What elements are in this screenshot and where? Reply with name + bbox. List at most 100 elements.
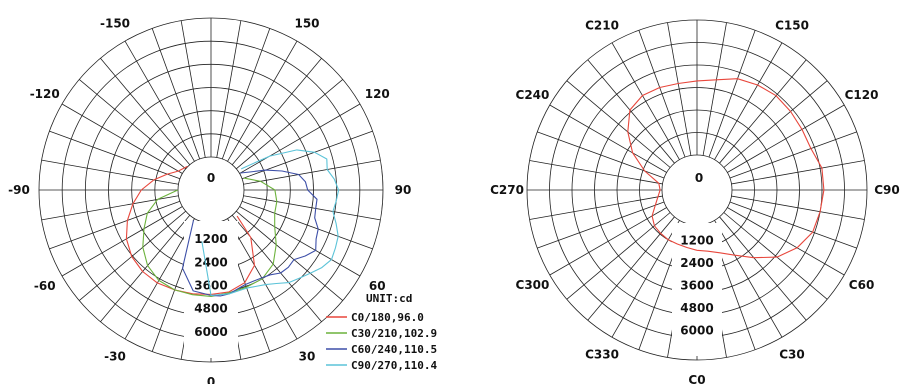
angle-label: C210	[585, 18, 619, 32]
radial-tick-label: 2400	[680, 256, 713, 270]
grid-spoke	[241, 130, 373, 180]
legend-entry: C60/240,110.5	[351, 343, 437, 356]
radial-tick-label: 4800	[194, 302, 227, 316]
grid-spoke	[537, 201, 665, 249]
radial-tick-label: 2400	[194, 255, 227, 269]
grid-spoke	[100, 57, 191, 165]
series-line	[627, 78, 825, 259]
radial-tick-label: 1200	[194, 232, 227, 246]
angle-label: 120	[365, 87, 390, 101]
grid-spoke	[61, 103, 183, 174]
grid-spoke	[714, 42, 783, 160]
radial-tick-label: 6000	[194, 325, 227, 339]
grid-spoke	[180, 20, 206, 158]
grid-spoke	[537, 131, 665, 179]
series-line	[142, 177, 278, 297]
grid-spoke	[231, 57, 322, 165]
angle-label: -30	[104, 349, 126, 363]
radial-tick-label: 0	[207, 171, 215, 185]
grid-spoke	[708, 30, 756, 158]
grid-spoke	[49, 130, 181, 180]
angle-label: C0	[688, 373, 705, 384]
grid-spoke	[611, 42, 680, 160]
grid-spoke	[723, 80, 828, 168]
grid-spoke	[236, 79, 344, 170]
grid-spoke	[221, 28, 271, 160]
grid-spoke	[731, 195, 865, 220]
grid-spoke	[124, 40, 195, 162]
grid-spoke	[78, 79, 186, 170]
polar-chart-left: 0 1200 2400 3600 4800 6000 0 30 60 90 120 150 -30 -60…	[8, 17, 411, 384]
grid-spoke	[78, 210, 186, 301]
series-line	[201, 149, 340, 296]
grid-spoke	[227, 40, 298, 162]
grid-spoke	[566, 80, 671, 168]
grid-spoke	[41, 159, 179, 185]
grid-spoke	[702, 22, 727, 156]
grid-circle	[177, 156, 245, 224]
radial-tick-label: 4800	[680, 301, 713, 315]
grid-spoke	[719, 216, 807, 321]
legend-entry: C30/210,102.9	[351, 327, 437, 340]
legend-entry: C0/180,96.0	[351, 311, 424, 324]
grid-spoke	[723, 212, 828, 300]
angle-label: -90	[8, 183, 30, 197]
grid-spoke	[719, 59, 807, 164]
grid-spoke	[41, 195, 179, 221]
grid-spoke	[727, 104, 845, 173]
angle-label: C330	[585, 348, 619, 362]
angle-label: C120	[845, 88, 879, 102]
legend-entry: C90/270,110.4	[351, 359, 437, 372]
angle-label: 90	[395, 183, 412, 197]
grid-spoke	[216, 20, 242, 158]
radial-tick-label: 3600	[680, 279, 713, 293]
angle-label: C150	[775, 18, 809, 32]
grid-spoke	[239, 206, 361, 277]
angle-label: C240	[516, 88, 550, 102]
radial-tick-label: 0	[695, 171, 703, 185]
grid-spoke	[529, 195, 663, 220]
series-line	[125, 165, 256, 295]
grid-spoke	[729, 201, 857, 249]
angle-label: 0	[207, 375, 215, 384]
angle-label: C30	[779, 348, 805, 362]
grid-spoke	[731, 160, 865, 185]
polar-chart-right: 0 1200 2400 3600 4800 6000 C0 C30 C60 C90 C120 C150…	[490, 18, 900, 384]
grid-spoke	[241, 200, 373, 250]
grid-spoke	[236, 210, 344, 301]
grid-spoke	[587, 59, 675, 164]
grid-spoke	[566, 212, 671, 300]
grid-spoke	[243, 159, 381, 185]
angle-label: 30	[299, 349, 316, 363]
grid-spoke	[100, 215, 191, 323]
angle-label: C90	[874, 183, 900, 197]
grid-spoke	[549, 104, 667, 173]
grid-spoke	[638, 30, 686, 158]
grid-spoke	[231, 215, 322, 323]
grid-spoke	[243, 195, 381, 221]
angle-label: C300	[516, 278, 550, 292]
grid-spoke	[667, 22, 692, 156]
grid-spoke	[239, 103, 361, 174]
legend: UNIT:cd C0/180,96.0 C30/210,102.9 C60/240,1…	[326, 292, 437, 372]
unit-label: UNIT:cd	[366, 292, 412, 305]
series-line	[181, 169, 319, 297]
angle-label: 60	[369, 279, 386, 293]
angle-label: 150	[294, 17, 319, 31]
radial-tick-label: 1200	[680, 234, 713, 248]
grid-spoke	[727, 207, 845, 276]
angle-label: C60	[849, 278, 875, 292]
angle-label: -120	[30, 87, 60, 101]
angle-label: -150	[100, 17, 130, 31]
grid-spoke	[714, 220, 783, 338]
grid-spoke	[549, 207, 667, 276]
grid-spoke	[61, 206, 183, 277]
angle-label: -60	[34, 279, 56, 293]
grid-circle	[661, 154, 733, 226]
grid-spoke	[529, 160, 663, 185]
radial-tick-label: 6000	[680, 324, 713, 338]
grid-spoke	[49, 200, 181, 250]
grid-spoke	[124, 218, 195, 340]
grid-spoke	[151, 28, 201, 160]
